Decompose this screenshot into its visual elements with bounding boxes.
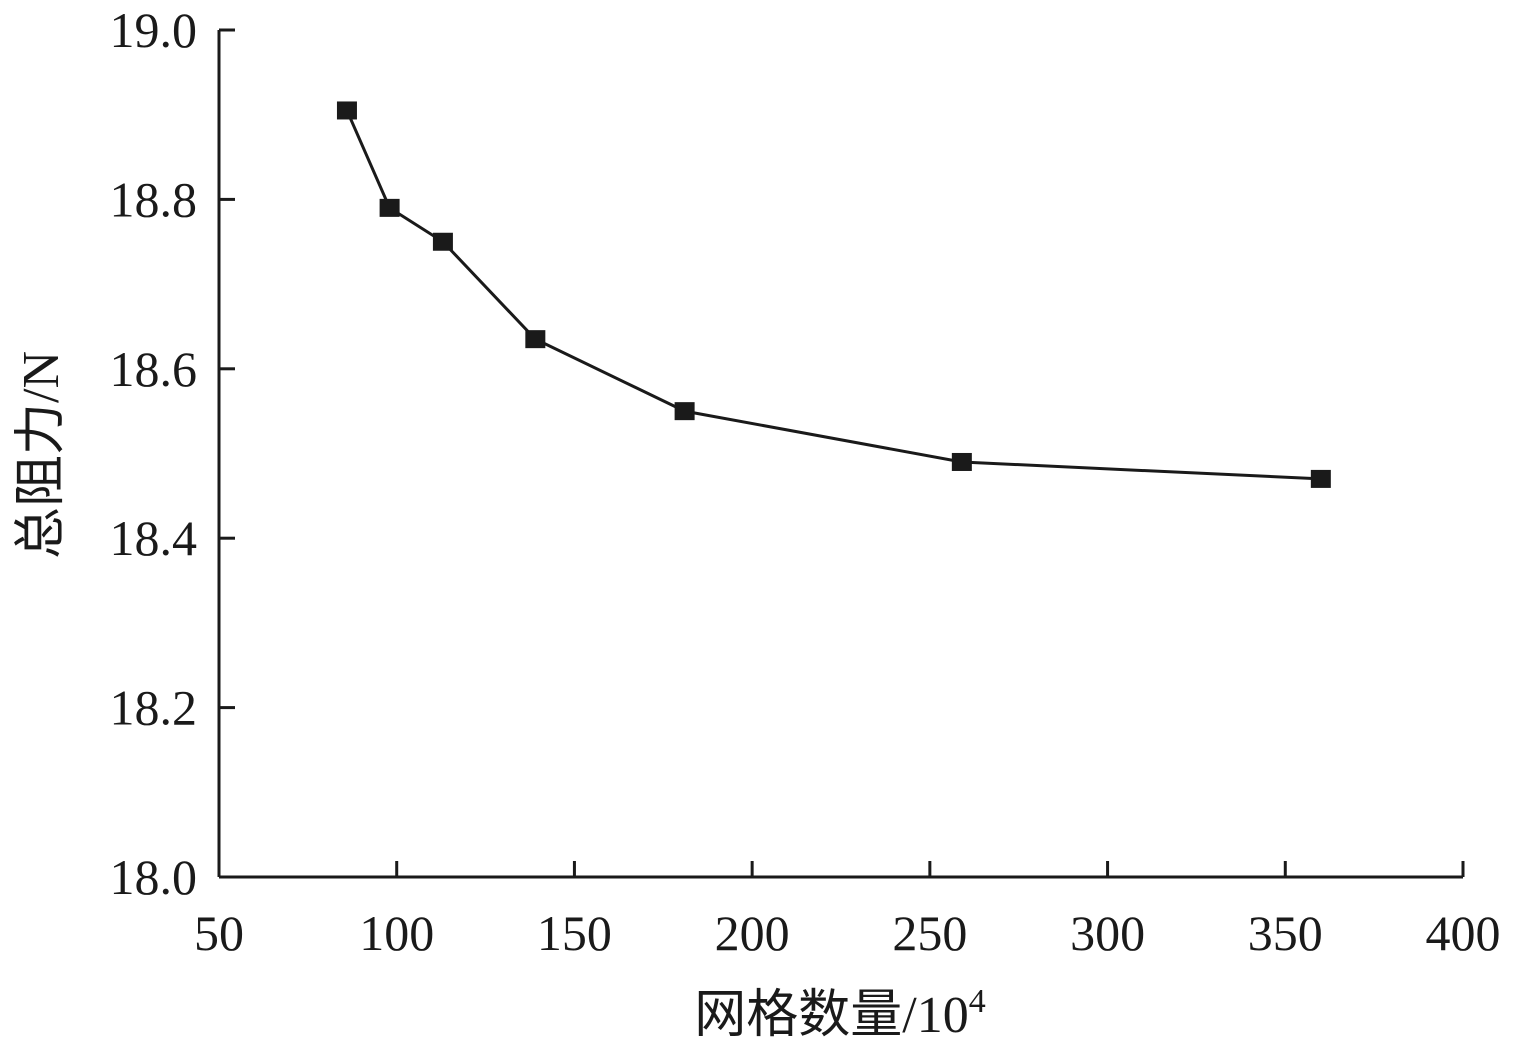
data-point <box>336 101 357 120</box>
x-tick-label: 50 <box>194 905 244 961</box>
y-ticks: 18.0 18.2 18.4 18.6 18.8 19.0 <box>110 2 235 905</box>
data-point <box>379 198 400 217</box>
x-axis-title: 网格数量/104 <box>694 983 985 1044</box>
y-tick-label: 18.6 <box>110 341 198 397</box>
x-tick-label: 250 <box>892 905 967 961</box>
y-tick-label: 18.0 <box>110 849 198 905</box>
data-point <box>674 402 695 421</box>
y-axis-title: 总阻力/N <box>13 351 70 559</box>
x-tick-label: 100 <box>359 905 434 961</box>
y-tick-label: 19.0 <box>110 2 198 58</box>
x-tick-label: 400 <box>1426 905 1501 961</box>
series-line <box>345 109 1321 481</box>
data-point <box>525 330 546 349</box>
x-tick-label: 300 <box>1070 905 1145 961</box>
x-tick-label: 150 <box>537 905 612 961</box>
data-point <box>1310 469 1331 488</box>
data-point <box>951 452 972 471</box>
x-ticks: 50 100 150 200 250 300 350 400 <box>194 861 1501 961</box>
series-group <box>336 101 1331 488</box>
y-tick-label: 18.8 <box>110 171 198 227</box>
y-tick-label: 18.2 <box>110 680 198 736</box>
x-tick-label: 350 <box>1248 905 1323 961</box>
data-point <box>432 232 453 251</box>
y-tick-label: 18.4 <box>110 510 198 566</box>
x-axis-title-superscript: 4 <box>969 983 986 1020</box>
x-tick-label: 200 <box>715 905 790 961</box>
axes <box>217 30 1463 879</box>
